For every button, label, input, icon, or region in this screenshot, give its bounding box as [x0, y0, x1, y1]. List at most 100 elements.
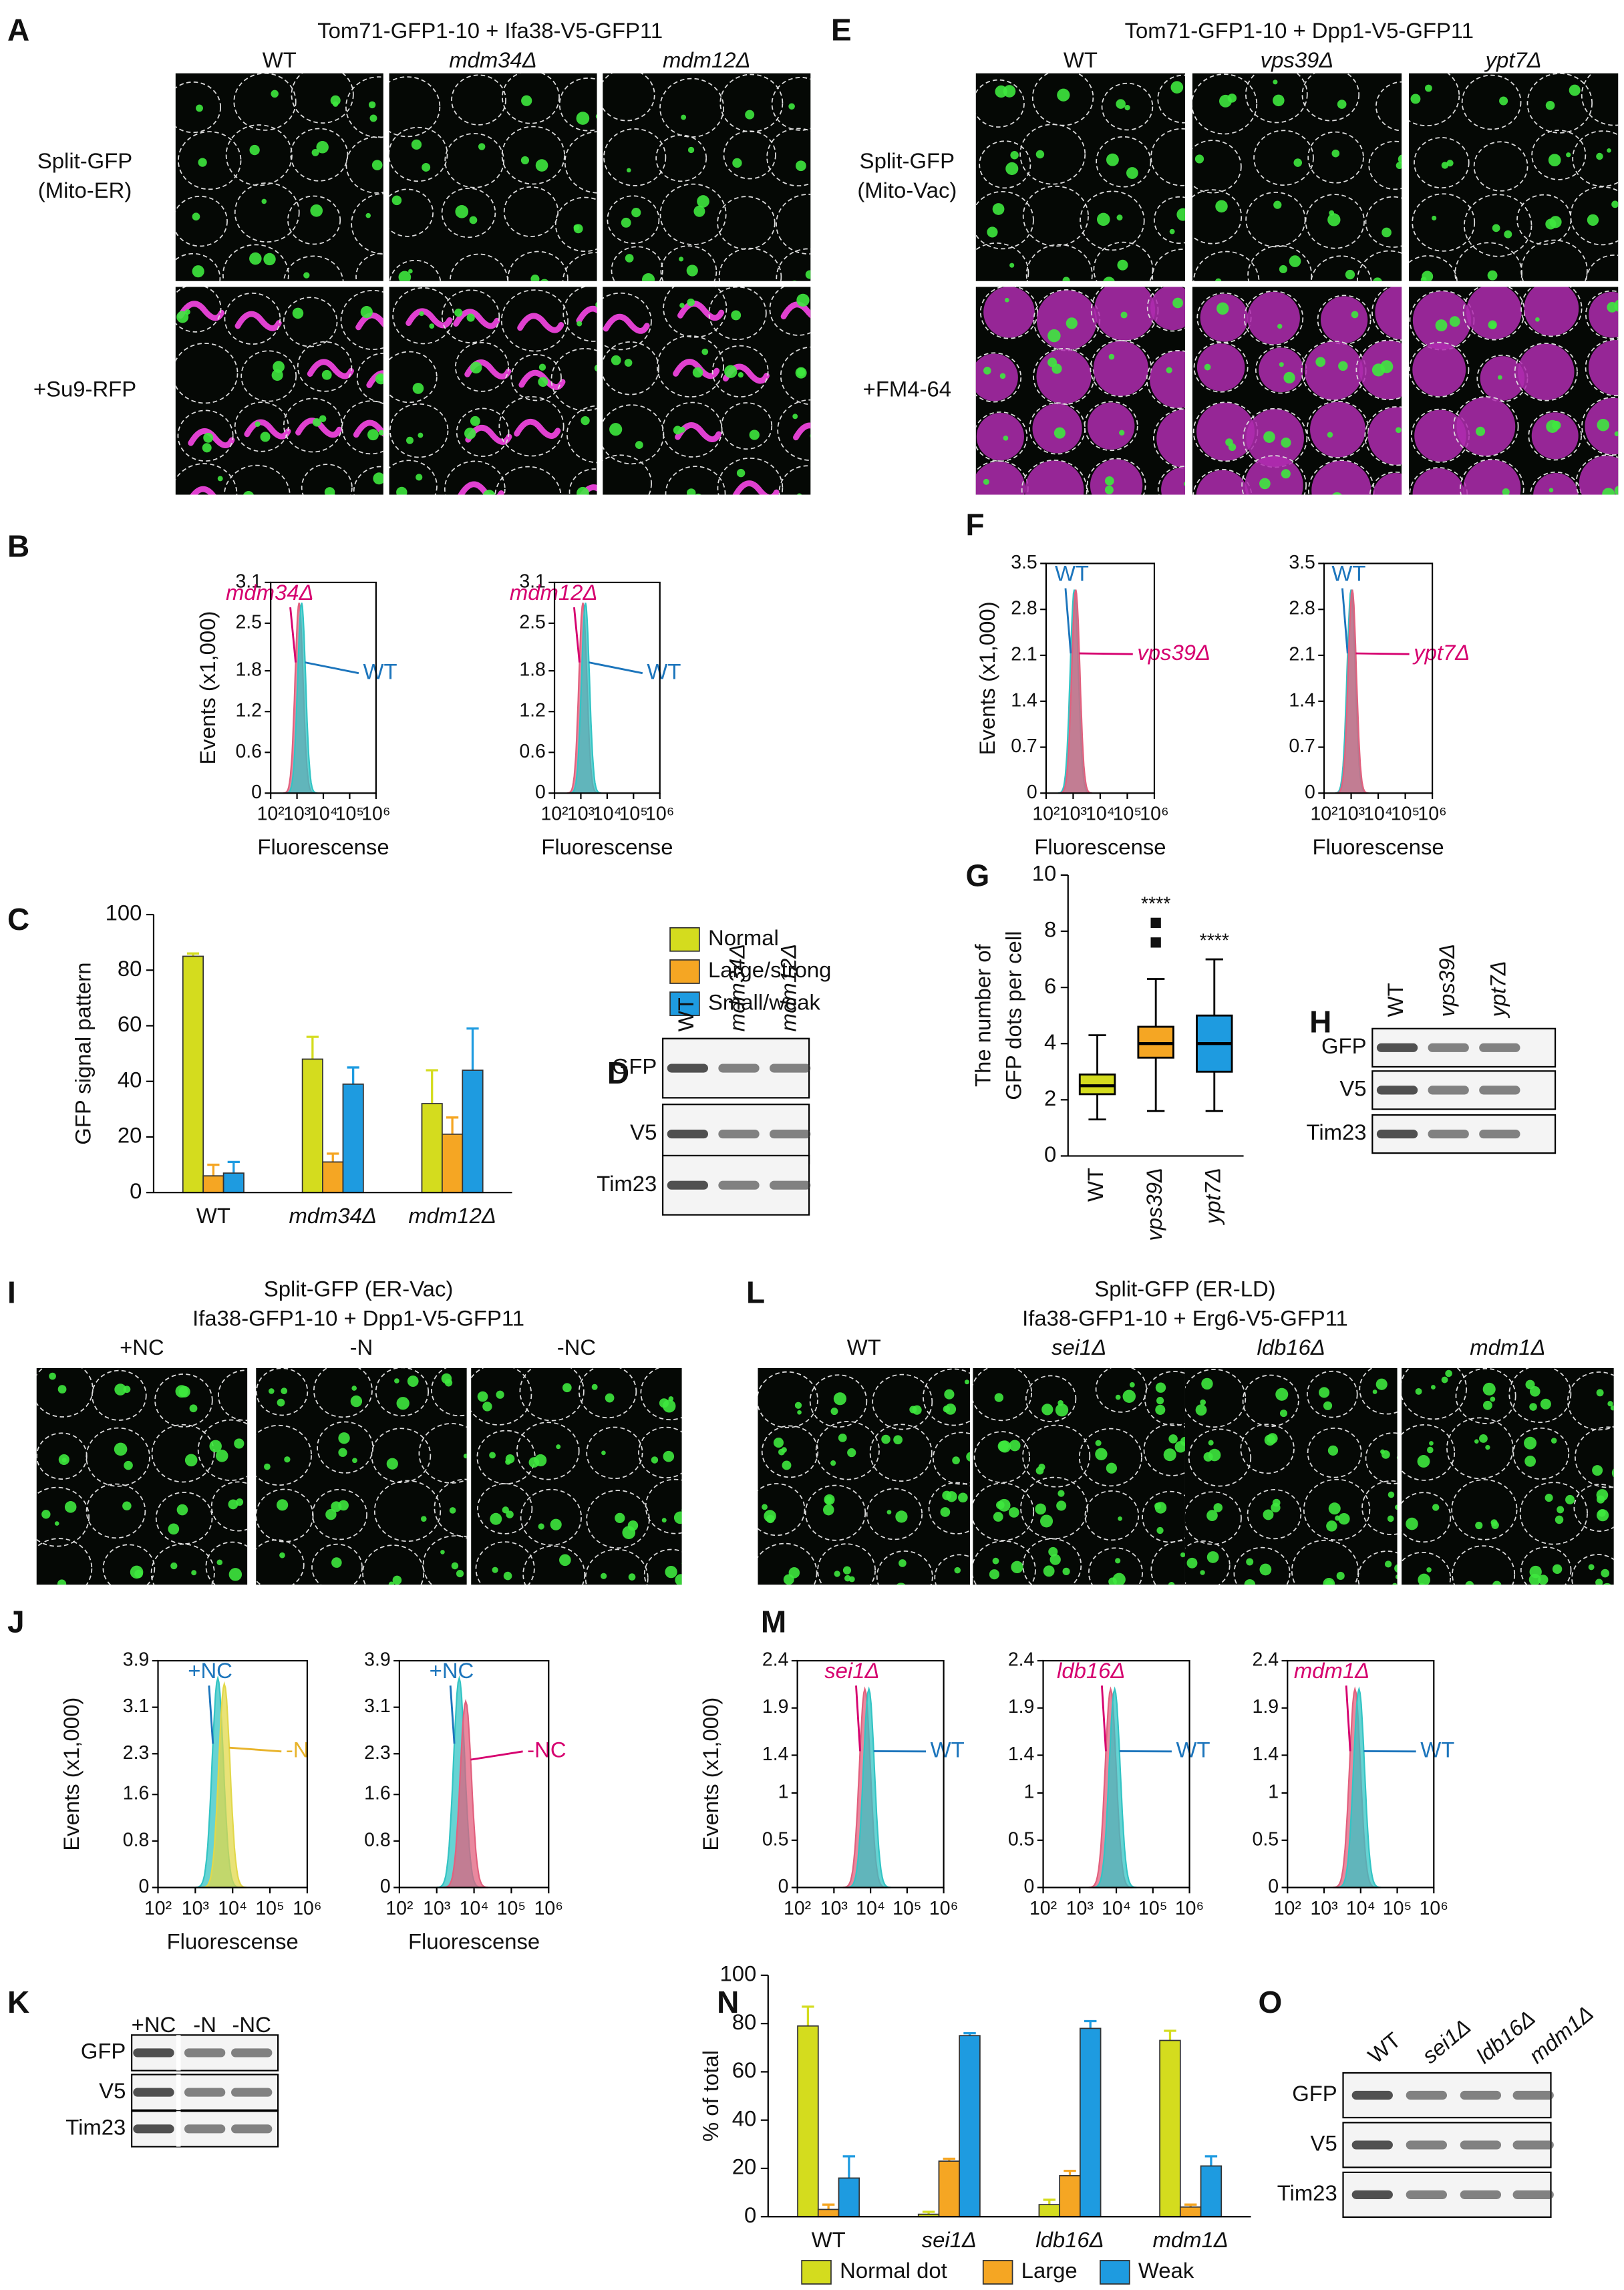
gfp-dot — [1263, 1509, 1274, 1520]
gfp-dot — [687, 146, 695, 154]
plot-frame — [553, 581, 661, 794]
y-tick-label: 0.8 — [123, 1829, 150, 1850]
image-bg — [1409, 73, 1619, 281]
gfp-dot — [392, 1575, 402, 1585]
gfp-dot — [1524, 1436, 1537, 1450]
x-tick-label: 10⁵ — [497, 1898, 526, 1919]
band — [1428, 1086, 1469, 1095]
gfp-dot — [745, 110, 755, 120]
x-tick-label: 10⁵ — [1383, 1898, 1412, 1919]
gfp-dot — [330, 95, 341, 106]
cell-outline — [312, 1488, 367, 1540]
gfp-dot — [1281, 438, 1291, 448]
cell-outline — [1520, 239, 1588, 281]
vacuole — [1156, 409, 1185, 468]
lane-label: WT — [1363, 2027, 1406, 2068]
gfp-dot — [1228, 498, 1236, 506]
x-axis-label: Fluorescense — [167, 1929, 299, 1953]
cell-outline — [1365, 1432, 1398, 1484]
gfp-dot — [1048, 1546, 1058, 1557]
cell-outline — [1409, 341, 1470, 397]
lane-label: +NC — [132, 2012, 176, 2037]
gfp-dot — [260, 432, 271, 442]
cells — [603, 287, 811, 495]
gfp-dot — [1206, 1510, 1218, 1521]
cell-outline — [1455, 1367, 1516, 1424]
gfp-dot — [899, 1559, 907, 1567]
gfp-dot — [528, 1457, 540, 1468]
gfp-dot — [997, 1440, 1009, 1452]
label-pointer — [589, 661, 643, 675]
gfp-dot — [1479, 1434, 1488, 1443]
gfp-dot — [331, 1557, 342, 1568]
image-bg — [1192, 73, 1402, 281]
panel-title: Split-GFP (ER-Vac) — [264, 1277, 453, 1301]
cells — [256, 1367, 467, 1585]
gfp-dot — [1112, 1573, 1126, 1585]
cell-outline — [1150, 128, 1185, 186]
label-pointer — [855, 1685, 861, 1752]
micrograph — [471, 1367, 682, 1585]
mitochondria — [190, 486, 216, 495]
gfp-dot — [1055, 1404, 1069, 1417]
band — [1406, 2140, 1447, 2150]
cell-outline — [36, 1538, 93, 1585]
gfp-dot — [992, 1557, 999, 1565]
image-bg — [603, 73, 811, 281]
vacuole — [1150, 351, 1185, 408]
gfp-dot — [463, 1454, 467, 1459]
gfp-dot — [64, 1501, 77, 1513]
gfp-dot — [261, 198, 267, 204]
gfp-dot — [1435, 319, 1448, 331]
gfp-dot — [1410, 94, 1421, 104]
cell-outline — [1086, 458, 1146, 495]
cell-outline — [758, 1483, 806, 1536]
gfp-dot — [687, 488, 696, 495]
label-pointer — [1355, 652, 1410, 655]
y-tick-label: 0.5 — [1008, 1828, 1035, 1850]
gfp-dot — [830, 1408, 838, 1416]
cell-outline — [375, 1367, 430, 1417]
cell-outline — [522, 1545, 586, 1585]
row-label: +Su9-RFP — [33, 377, 136, 401]
gfp-dot — [170, 1562, 178, 1570]
cell-outline — [643, 1548, 682, 1585]
bar — [182, 955, 204, 1194]
cell-outline — [1096, 136, 1152, 188]
cell-outline — [373, 1480, 442, 1542]
gfp-dot — [191, 1570, 197, 1576]
cell-outline — [477, 1483, 533, 1534]
gfp-dot — [1104, 485, 1114, 494]
series-label: vps39Δ — [1137, 640, 1210, 665]
gfp-dot — [312, 418, 321, 427]
cell-outline — [519, 1367, 585, 1422]
gfp-dot — [844, 1575, 851, 1582]
gfp-dot — [697, 195, 709, 208]
band — [1512, 2090, 1554, 2100]
gfp-dot — [1126, 167, 1138, 179]
cell-outline — [175, 287, 222, 333]
y-tick-label: 0 — [1268, 1876, 1279, 1897]
gfp-dot — [893, 1435, 903, 1445]
gfp-dot — [1259, 1563, 1272, 1576]
gfp-dot — [41, 1510, 51, 1519]
cell-outline — [1243, 290, 1304, 346]
row-label: V5 — [630, 1120, 657, 1144]
gfp-dot — [477, 1391, 488, 1402]
cell-outline — [1371, 287, 1402, 341]
gfp-dot — [692, 367, 703, 378]
histogram-curve — [1059, 589, 1092, 794]
micrograph — [1192, 73, 1402, 281]
cell-outline — [928, 1482, 971, 1534]
series-label: WT — [647, 659, 681, 683]
gfp-dot — [1168, 1581, 1175, 1585]
row-label: Tim23 — [65, 2115, 126, 2140]
cell-outline — [1025, 244, 1093, 281]
band — [1428, 1130, 1469, 1139]
label-pointer — [1345, 1685, 1351, 1752]
gfp-dot — [506, 1510, 514, 1518]
mitochondria — [244, 419, 291, 440]
gfp-dot — [264, 1463, 271, 1470]
cell-outline — [301, 464, 353, 495]
cell-outline — [1464, 194, 1532, 257]
